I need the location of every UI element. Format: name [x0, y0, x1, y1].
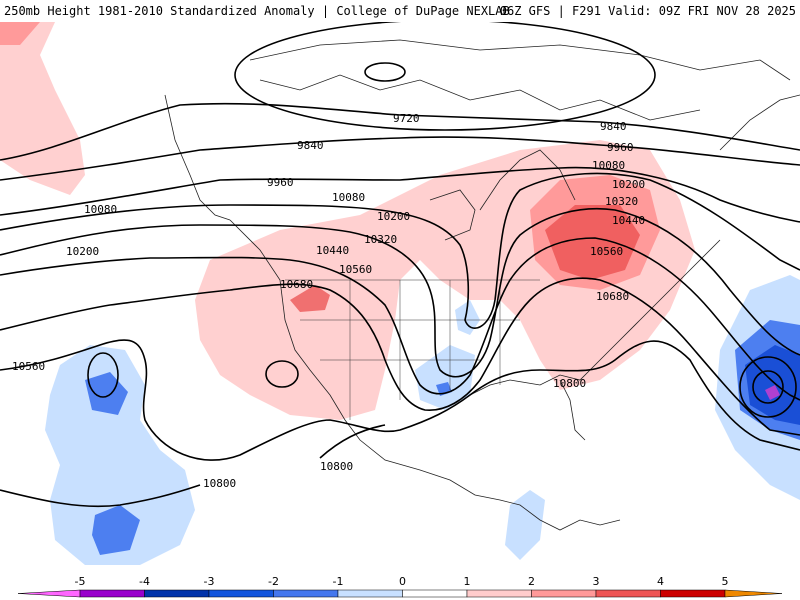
colorbar-tick-label: 5 [722, 575, 729, 588]
contour-label-10560-west: 10560 [12, 360, 45, 373]
contour-label-10080-west: 10080 [84, 203, 117, 216]
contour-label-10200-mid: 10200 [377, 210, 410, 223]
colorbar-tick-label: 1 [464, 575, 471, 588]
contour-label-10200-west: 10200 [66, 245, 99, 258]
state-borders [285, 279, 540, 420]
contour-label-9720: 9720 [393, 112, 420, 125]
colorbar-tick-label: 0 [399, 575, 406, 588]
colorbar-segment [595, 589, 661, 598]
height-anomaly-map: 9720 9840 9840 9960 9960 10080 10080 100… [0, 22, 800, 575]
colorbar-tick-label: 4 [657, 575, 664, 588]
height-contours [0, 22, 800, 508]
colorbar-segment [17, 589, 81, 598]
colorbar-tick-label: -1 [333, 575, 344, 588]
map-header: 250mb Height 1981-2010 Standardized Anom… [0, 0, 800, 22]
coastlines [164, 39, 800, 531]
colorbar-segments [17, 589, 783, 598]
colorbar-tick-labels: -5 -4 -3 -2 -1 0 1 2 3 4 5 [75, 575, 729, 588]
contour-label-10080-mid: 10080 [332, 191, 365, 204]
colorbar-segment [724, 589, 783, 598]
contour-label-9960-east: 9960 [607, 141, 634, 154]
colorbar-tick-label: -4 [139, 575, 150, 588]
colorbar-segment [402, 589, 468, 598]
contour-label-10320-mid: 10320 [364, 233, 397, 246]
contour-label-10200-east: 10200 [612, 178, 645, 191]
contour-label-10320-east: 10320 [605, 195, 638, 208]
contour-label-10680-west: 10680 [280, 278, 313, 291]
colorbar-segment [144, 589, 210, 598]
map-title: 250mb Height 1981-2010 Standardized Anom… [4, 4, 510, 18]
contour-label-10800-pacific: 10800 [203, 477, 236, 490]
colorbar-segment [337, 589, 403, 598]
contour-label-10680-east: 10680 [596, 290, 629, 303]
contour-labels: 9720 9840 9840 9960 9960 10080 10080 100… [12, 112, 645, 490]
colorbar-tick-label: -2 [268, 575, 279, 588]
contour-label-10440-east: 10440 [612, 214, 645, 227]
contour-label-9840: 9840 [297, 139, 324, 152]
contour-label-10800-east: 10800 [553, 377, 586, 390]
colorbar-tick-label: -3 [204, 575, 215, 588]
colorbar-tick-label: -5 [75, 575, 86, 588]
colorbar-segment [79, 589, 145, 598]
colorbar-segment [466, 589, 532, 598]
contour-label-10080-east: 10080 [592, 159, 625, 172]
contour-label-9840-east: 9840 [600, 120, 627, 133]
contour-label-10440-mid: 10440 [316, 244, 349, 257]
contour-label-10560-mid: 10560 [339, 263, 372, 276]
colorbar-tick-label: 2 [528, 575, 535, 588]
colorbar-segment [208, 589, 274, 598]
colorbar-segment [531, 589, 597, 598]
contour-label-10800-south: 10800 [320, 460, 353, 473]
contour-label-10560-east: 10560 [590, 245, 623, 258]
colorbar-segment [273, 589, 339, 598]
colorbar-segment [660, 589, 726, 598]
anomaly-colorbar: -5 -4 -3 -2 -1 0 1 2 3 4 5 [17, 575, 783, 598]
run-valid-time: 06Z GFS | F291 Valid: 09Z FRI NOV 28 202… [499, 4, 796, 18]
colorbar-tick-label: 3 [593, 575, 600, 588]
contour-label-9960: 9960 [267, 176, 294, 189]
